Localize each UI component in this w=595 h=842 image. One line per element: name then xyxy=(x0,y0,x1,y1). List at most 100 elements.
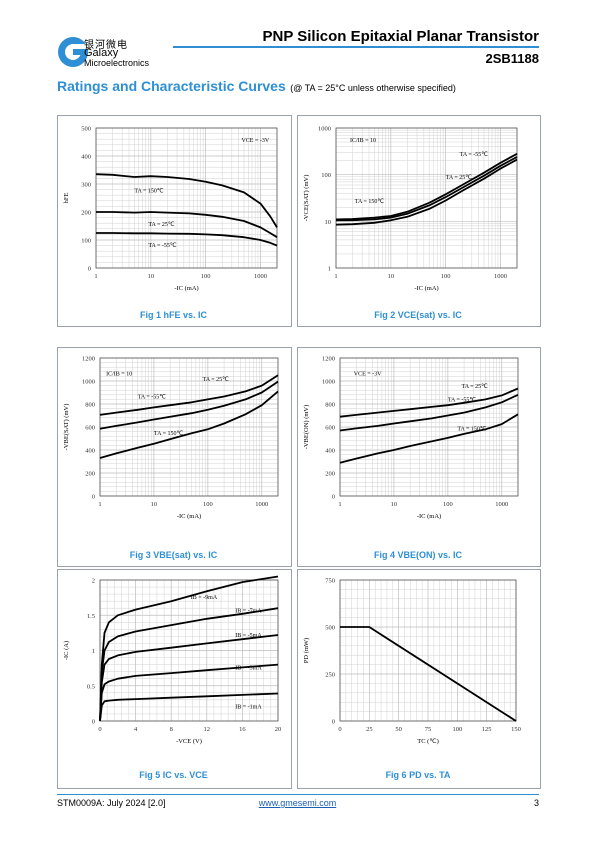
x-tick-label: 12 xyxy=(204,726,211,733)
series-line xyxy=(96,232,278,247)
y-tick-label: 1 xyxy=(92,648,95,655)
fig1-chart: 1 10 100 1000 0 100 200 300 400 500 VCE = -3V TA = … xyxy=(63,126,278,292)
x-tick-label: 10 xyxy=(148,273,155,280)
logo-name-microelectronics: Microelectronics xyxy=(84,58,150,68)
fig4-chart: 1 10 100 1000 0 200 400 600 800 1000 1200 VCE = -3V… xyxy=(303,356,519,520)
fig4-frame: 1 10 100 1000 0 200 400 600 800 1000 1200 VCE = -3V… xyxy=(297,347,541,567)
plot-area-border xyxy=(339,579,517,722)
x-tick-label: 10 xyxy=(391,501,398,508)
company-logo xyxy=(58,37,89,67)
y-tick-label: 200 xyxy=(81,210,91,217)
x-tick-label: 4 xyxy=(134,726,138,733)
x-tick-label: 10 xyxy=(151,501,158,508)
footer-website-link[interactable]: www.gmesemi.com xyxy=(258,798,337,808)
annotation-label: TA = -55℃ xyxy=(448,398,477,404)
series-line xyxy=(96,211,278,238)
fig5-chart: 0 4 8 12 16 20 0 0.5 1 1.5 2 IB = -9mA IB = -7mA IB =… xyxy=(63,575,282,745)
fig5-frame: 0 4 8 12 16 20 0 0.5 1 1.5 2 IB = -9mA IB = -7mA IB =… xyxy=(57,569,292,789)
x-tick-label: 100 xyxy=(443,501,453,508)
y-axis-label: PD (mW) xyxy=(303,638,310,663)
series-line xyxy=(95,173,278,228)
x-tick-label: 1 xyxy=(334,273,337,280)
y-tick-label: 800 xyxy=(325,402,335,409)
x-tick-label: 50 xyxy=(395,726,402,733)
series-line xyxy=(339,413,519,464)
series-line xyxy=(99,692,279,722)
logo-name-galaxy: Galaxy xyxy=(84,47,119,59)
fig1-frame: 1 10 100 1000 0 100 200 300 400 500 VCE = -3V TA = … xyxy=(57,115,292,327)
fig6-caption: Fig 6 PD vs. TA xyxy=(385,770,451,780)
x-tick-label: 75 xyxy=(425,726,432,733)
y-tick-label: 750 xyxy=(325,578,335,585)
x-axis-label: -IC (mA) xyxy=(414,285,438,292)
annotation-label: VCE = -3V xyxy=(241,138,269,144)
y-tick-label: 1000 xyxy=(82,379,95,386)
x-tick-label: 16 xyxy=(239,726,246,733)
x-tick-label: 100 xyxy=(452,726,462,733)
section-conditions-note: (@ TA = 25°C unless otherwise specified) xyxy=(290,83,456,93)
fig6-chart: 0 25 50 75 100 125 150 0 250 500 750 TC (℃) PD (mW) xyxy=(303,578,521,746)
x-axis-label: -VCE (V) xyxy=(176,738,202,745)
y-tick-label: 600 xyxy=(85,425,95,432)
x-tick-label: 100 xyxy=(203,501,213,508)
title-rule xyxy=(173,46,539,48)
annotation-label: IC/IB = 10 xyxy=(106,371,132,377)
y-tick-label: 1.5 xyxy=(87,613,95,620)
annotation-label: TA = -55℃ xyxy=(460,152,489,158)
plot-area-border xyxy=(339,357,519,497)
x-tick-label: 25 xyxy=(366,726,373,733)
fig3-caption: Fig 3 VBE(sat) vs. IC xyxy=(129,550,218,560)
y-tick-label: 100 xyxy=(81,238,91,245)
x-tick-label: 20 xyxy=(275,726,282,733)
fig5-caption: Fig 5 IC vs. VCE xyxy=(139,770,208,780)
y-tick-label: 1000 xyxy=(318,126,331,133)
y-tick-label: 0.5 xyxy=(87,683,95,690)
fig2-frame: 1 10 100 1000 1 10 100 1000 IC/IB = 10 TA = -55℃ T… xyxy=(297,115,541,327)
y-tick-label: 0 xyxy=(92,494,95,501)
annotation-label: IB = -5mA xyxy=(235,633,262,639)
footer-rule xyxy=(57,794,539,795)
plot-area-border xyxy=(99,357,279,497)
logo-chinese-name: 银河微电 xyxy=(84,40,128,51)
x-axis-label: -IC (mA) xyxy=(417,513,441,520)
y-tick-label: 400 xyxy=(81,154,91,161)
annotation-label: TA = 25℃ xyxy=(148,222,175,228)
annotation-label: TA = 150℃ xyxy=(154,431,184,437)
annotation-label: IB = -3mA xyxy=(235,666,262,672)
y-tick-label: 400 xyxy=(325,448,335,455)
fig2-caption: Fig 2 VCE(sat) vs. IC xyxy=(374,310,462,320)
series-line xyxy=(339,387,519,418)
series-line xyxy=(335,153,518,221)
annotation-label: TA = 25℃ xyxy=(462,384,489,390)
y-axis-label: -IC (A) xyxy=(63,641,70,660)
x-tick-label: 100 xyxy=(441,273,451,280)
series-line xyxy=(99,380,279,430)
y-axis-label: -VBE(ON) (mV) xyxy=(303,405,310,450)
annotation-label: IB = -1mA xyxy=(235,704,262,710)
x-tick-label: 150 xyxy=(511,726,521,733)
annotation-label: VCE = -3V xyxy=(354,371,382,377)
x-tick-label: 1000 xyxy=(494,273,507,280)
annotation-label: TA = 150℃ xyxy=(355,199,385,205)
annotation-label: TA = -55℃ xyxy=(148,243,177,249)
annotation-label: IB = -9mA xyxy=(191,595,218,601)
y-tick-label: 500 xyxy=(81,126,91,133)
section-heading-row: Ratings and Characteristic Curves (@ TA … xyxy=(57,78,456,96)
plot-area-border xyxy=(95,127,278,269)
series-line xyxy=(335,156,518,222)
annotation-label: TA = 150℃ xyxy=(134,188,164,194)
y-tick-label: 200 xyxy=(325,471,335,478)
series-line xyxy=(99,575,279,722)
y-tick-label: 2 xyxy=(92,578,95,585)
x-tick-label: 1 xyxy=(98,501,101,508)
y-tick-label: 500 xyxy=(325,625,335,632)
fig4-caption: Fig 4 VBE(ON) vs. IC xyxy=(373,550,462,560)
series-line xyxy=(335,158,518,226)
y-tick-label: 400 xyxy=(85,448,95,455)
series-line xyxy=(99,607,279,722)
y-tick-label: 10 xyxy=(325,219,332,226)
annotation-label: IB = -7mA xyxy=(235,608,262,614)
x-tick-label: 10 xyxy=(388,273,395,280)
y-tick-label: 0 xyxy=(332,719,335,726)
footer-document-code: STM0009A: July 2024 [2.0] xyxy=(57,798,166,808)
